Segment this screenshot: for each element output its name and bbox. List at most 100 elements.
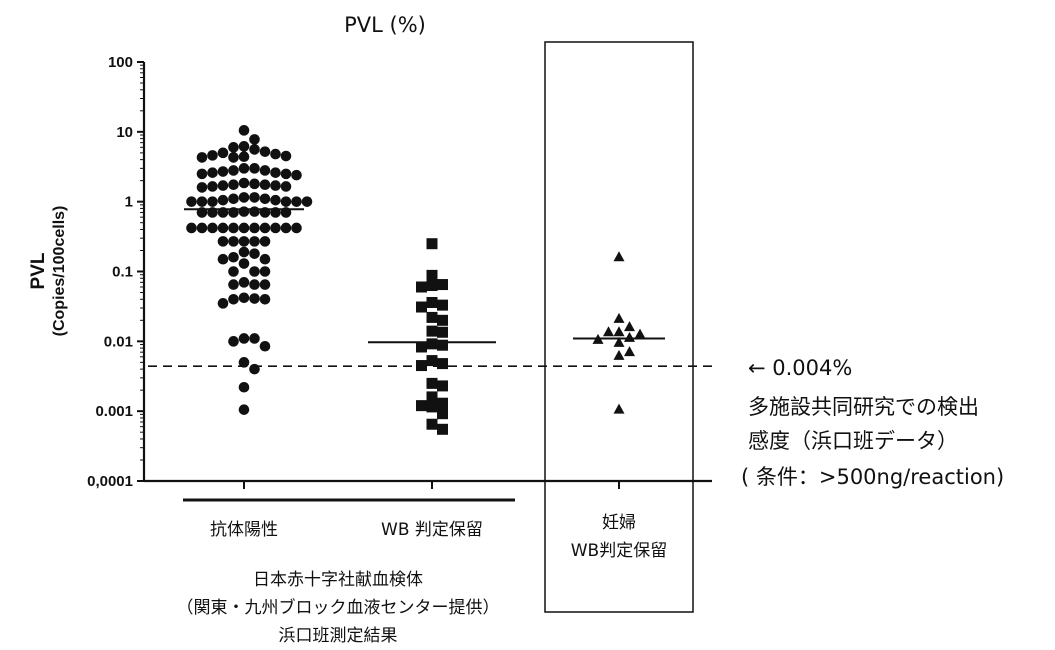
data-point-circle <box>301 196 313 207</box>
data-point-circle <box>217 194 229 206</box>
data-point-circle <box>259 207 271 218</box>
data-point-circle <box>249 178 260 190</box>
data-point-circle <box>238 222 250 234</box>
data-point-square <box>426 238 438 250</box>
y-tick-label: 100 <box>108 54 133 71</box>
data-point-circle <box>259 279 271 290</box>
data-point-circle <box>238 357 250 368</box>
data-point-circle <box>196 207 208 218</box>
data-point-circle <box>238 163 250 174</box>
y-tick-label: 1 <box>125 194 133 211</box>
data-point-square <box>426 280 438 292</box>
data-point-circle <box>217 236 229 247</box>
data-point-circle <box>249 363 260 375</box>
data-point-circle <box>228 179 239 190</box>
data-point-circle <box>280 150 292 162</box>
data-point-circle <box>196 152 208 163</box>
y-ticks: 100 10 1 0.1 0.01 0.001 0,0001 <box>87 54 144 490</box>
category-label-pregnant-line1: 妊婦 <box>602 513 636 533</box>
data-point-square <box>437 314 448 326</box>
data-point-triangle <box>613 312 625 323</box>
pregnant-group-box <box>544 41 694 613</box>
data-point-circle <box>280 196 292 207</box>
data-point-circle <box>228 222 239 234</box>
data-point-circle <box>207 150 218 161</box>
data-point-circle <box>238 404 250 415</box>
data-point-circle <box>217 298 229 309</box>
data-point-square <box>437 279 448 291</box>
data-point-circle <box>207 196 218 207</box>
data-point-circle <box>238 258 250 269</box>
data-point-circle <box>186 196 197 207</box>
data-point-circle <box>259 253 271 265</box>
data-point-circle <box>238 125 250 136</box>
data-point-circle <box>217 222 229 234</box>
annotation-line2: 多施設共同研究での検出 <box>748 395 979 419</box>
data-point-circle <box>207 181 218 192</box>
y-tick-label: 0.1 <box>112 264 133 281</box>
data-point-circle <box>196 222 208 234</box>
data-point-circle <box>207 207 218 218</box>
data-point-circle <box>228 142 239 153</box>
data-point-square <box>437 299 448 311</box>
data-point-circle <box>249 192 260 203</box>
data-point-circle <box>238 277 250 288</box>
y-tick-label: 10 <box>116 124 133 141</box>
data-point-square <box>426 391 438 403</box>
data-point-circle <box>249 163 260 174</box>
data-point-square <box>437 423 448 435</box>
data-point-circle <box>270 167 281 178</box>
data-point-triangle <box>592 333 604 344</box>
data-point-circle <box>228 266 239 277</box>
data-point-square <box>426 338 438 350</box>
data-point-circle <box>249 279 260 290</box>
data-point-circle <box>259 266 271 277</box>
data-point-circle <box>238 292 250 304</box>
data-points <box>186 125 646 435</box>
y-tick-label: 0.001 <box>95 403 133 420</box>
data-point-circle <box>270 194 281 206</box>
data-point-circle <box>249 236 260 247</box>
data-point-circle <box>217 166 229 177</box>
data-point-circle <box>259 236 271 247</box>
data-point-square <box>416 360 427 372</box>
data-point-circle <box>249 266 260 277</box>
data-point-circle <box>259 340 271 352</box>
data-point-circle <box>259 179 271 190</box>
data-point-circle <box>238 246 250 258</box>
data-point-circle <box>249 206 260 217</box>
data-point-circle <box>280 207 292 218</box>
data-point-triangle <box>603 326 614 337</box>
data-point-circle <box>228 279 239 290</box>
data-point-circle <box>228 236 239 247</box>
data-point-triangle <box>613 326 625 337</box>
data-point-square <box>426 311 438 323</box>
data-point-circle <box>291 169 302 181</box>
data-point-circle <box>238 236 250 247</box>
data-point-circle <box>228 207 239 218</box>
data-point-square <box>416 301 427 313</box>
annotation-line4: ( 条件：>500ng/reaction) <box>741 465 1004 489</box>
data-point-circle <box>228 193 239 205</box>
data-point-circle <box>207 222 218 234</box>
data-point-circle <box>238 381 250 393</box>
data-point-circle <box>238 151 250 163</box>
data-point-square <box>416 341 427 353</box>
category-label-antibody-positive: 抗体陽性 <box>210 520 278 540</box>
data-point-triangle <box>624 321 635 332</box>
data-point-circle <box>186 222 197 234</box>
data-point-circle <box>259 222 271 234</box>
data-point-circle <box>291 222 302 234</box>
data-point-circle <box>238 206 250 217</box>
data-point-circle <box>291 196 302 207</box>
annotation-line3: 感度（浜口班データ） <box>748 429 958 453</box>
annotation-line1: ← 0.004% <box>748 356 852 380</box>
chart-title: PVL (%) <box>344 13 426 37</box>
data-point-circle <box>249 144 260 155</box>
data-point-circle <box>270 222 281 234</box>
group-note-line2: （関東・九州ブロック血液センター提供） <box>177 597 500 618</box>
data-point-circle <box>238 177 250 189</box>
data-point-triangle <box>613 349 625 360</box>
category-label-wb-indeterminate: WB 判定保留 <box>381 520 483 540</box>
